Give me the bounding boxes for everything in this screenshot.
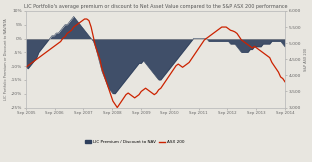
Y-axis label: LIC Portfolio Premium or Discount to NAV/NTA: LIC Portfolio Premium or Discount to NAV… [4, 18, 8, 100]
Legend: LIC Premium / Discount to NAV, ASX 200: LIC Premium / Discount to NAV, ASX 200 [83, 139, 186, 146]
Y-axis label: S&P ASX 200: S&P ASX 200 [304, 48, 308, 71]
Title: LIC Portfolio's average premium or discount to Net Asset Value compared to the S: LIC Portfolio's average premium or disco… [24, 4, 287, 9]
